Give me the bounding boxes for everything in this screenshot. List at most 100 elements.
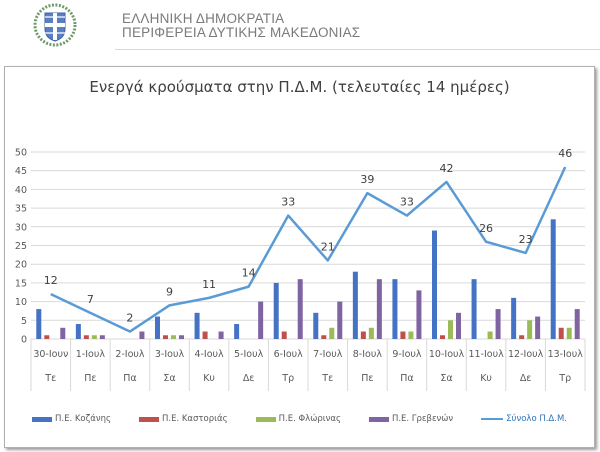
bar [432, 230, 437, 339]
bar [574, 309, 580, 339]
bar [44, 335, 50, 339]
x-tick-label: 4-Ιουλ [194, 349, 224, 360]
header-line-1: ΕΛΛΗΝΙΚΗ ΔΗΜΟΚΡΑΤΙΑ [122, 11, 285, 26]
header-text: ΕΛΛΗΝΙΚΗ ΔΗΜΟΚΡΑΤΙΑ ΠΕΡΙΦΕΡΕΙΑ ΔΥΤΙΚΗΣ Μ… [122, 12, 360, 40]
data-label: 39 [360, 173, 374, 186]
bar [218, 331, 224, 339]
bar [281, 331, 287, 339]
bar [535, 316, 541, 339]
bar [258, 301, 264, 339]
weekday-label: Κυ [480, 373, 492, 384]
legend-item-grevena: Π.Ε. Γρεβενών [368, 411, 453, 427]
bar [408, 331, 414, 339]
bar [313, 312, 319, 339]
weekday-label: Πε [84, 373, 96, 384]
bar [456, 312, 461, 339]
legend-item-kozani: Π.Ε. Κοζάνης [31, 411, 111, 427]
bar [495, 309, 501, 339]
bar [558, 327, 564, 339]
legend-item-kastoria: Π.Ε. Καστοριάς [138, 411, 228, 427]
chart-container: Ενεργά κρούσματα στην Π.Δ.Μ. (τελευταίες… [4, 66, 595, 448]
bar [400, 331, 406, 339]
x-tick-label: 11-Ιουλ [468, 349, 504, 360]
bar [329, 327, 335, 339]
chart-title: Ενεργά κρούσματα στην Π.Δ.Μ. (τελευταίες… [89, 78, 510, 96]
bar [297, 279, 303, 339]
data-label: 33 [400, 196, 414, 209]
x-tick-label: 9-Ιουλ [392, 349, 422, 360]
weekday-label: Κυ [203, 373, 215, 384]
weekday-label: Πα [123, 373, 136, 384]
legend-swatch-florina [255, 416, 276, 422]
y-tick-label: 30 [15, 222, 27, 233]
legend-item-florina: Π.Ε. Φλώρινας [255, 411, 341, 427]
bar [566, 327, 572, 339]
greek-coat-of-arms-icon [33, 3, 77, 47]
bar [368, 327, 374, 339]
y-tick-label: 0 [21, 335, 27, 346]
y-tick-label: 40 [15, 185, 27, 196]
header-line-2: ΠΕΡΙΦΕΡΕΙΑ ΔΥΤΙΚΗΣ ΜΑΚΕΔΟΝΙΑΣ [122, 25, 361, 40]
y-tick-label: 20 [15, 260, 27, 271]
x-tick-label: 30-Ιουν [33, 349, 68, 360]
data-label: 11 [202, 278, 216, 291]
bar [360, 331, 366, 339]
bar [337, 301, 343, 339]
bar [194, 312, 200, 339]
chart-plot: 0 5 10 15 20 25 30 35 40 45 50 30-Ιουν Τε 1-Ιουλ Πε 2-Ι… [15, 147, 586, 391]
bar [99, 335, 105, 339]
weekday-label: Δε [520, 373, 532, 384]
data-label: 2 [126, 312, 133, 325]
bar [202, 331, 208, 339]
x-tick-label: 7-Ιουλ [313, 349, 343, 360]
data-label: 33 [281, 196, 295, 209]
bar [36, 309, 42, 339]
data-label: 21 [321, 240, 335, 253]
y-tick-label: 45 [15, 166, 27, 177]
x-tick-label: 1-Ιουλ [76, 349, 106, 360]
legend-item-total: Σύνολο Π.Δ.Μ. [481, 411, 567, 427]
x-tick-label: 12-Ιουλ [508, 349, 544, 360]
weekday-label: Πε [361, 373, 373, 384]
bar [448, 320, 453, 339]
weekday-label: Πα [400, 373, 413, 384]
bar [352, 271, 358, 339]
legend-swatch-kastoria [138, 416, 159, 422]
bar [550, 219, 556, 339]
bar [321, 335, 327, 339]
x-tick-label: 8-Ιουλ [353, 349, 383, 360]
y-tick-label: 50 [15, 148, 27, 159]
legend-label-total: Σύνολο Π.Δ.Μ. [506, 414, 567, 424]
data-label: 12 [44, 274, 58, 287]
y-tick-label: 15 [15, 278, 27, 289]
bar [155, 316, 160, 339]
bar [416, 290, 422, 339]
bar [139, 331, 145, 339]
data-label: 46 [558, 147, 572, 160]
legend-swatch-grevena [368, 416, 389, 422]
legend-swatch-kozani [31, 416, 52, 422]
legend-label-florina: Π.Ε. Φλώρινας [278, 414, 341, 424]
bar [511, 297, 517, 339]
legend-label-kozani: Π.Ε. Κοζάνης [54, 414, 111, 424]
weekday-label: Δε [243, 373, 255, 384]
bar [75, 324, 81, 339]
bar [519, 335, 525, 339]
data-label: 9 [166, 285, 173, 298]
x-tick-label: 6-Ιουλ [274, 349, 304, 360]
bar [171, 335, 176, 339]
weekday-label: Σα [440, 373, 452, 384]
bar [91, 335, 97, 339]
x-tick-label: 13-Ιουλ [548, 349, 584, 360]
bar [60, 327, 66, 339]
bar [392, 279, 398, 339]
x-tick-label: 2-Ιουλ [115, 349, 145, 360]
weekday-label: Τε [44, 373, 56, 384]
bar [163, 335, 168, 339]
bar [83, 335, 89, 339]
bar [273, 282, 279, 339]
x-tick-label: 10-Ιουλ [429, 349, 465, 360]
header-divider [115, 49, 600, 50]
y-tick-label: 25 [15, 241, 27, 252]
total-line [50, 166, 567, 333]
